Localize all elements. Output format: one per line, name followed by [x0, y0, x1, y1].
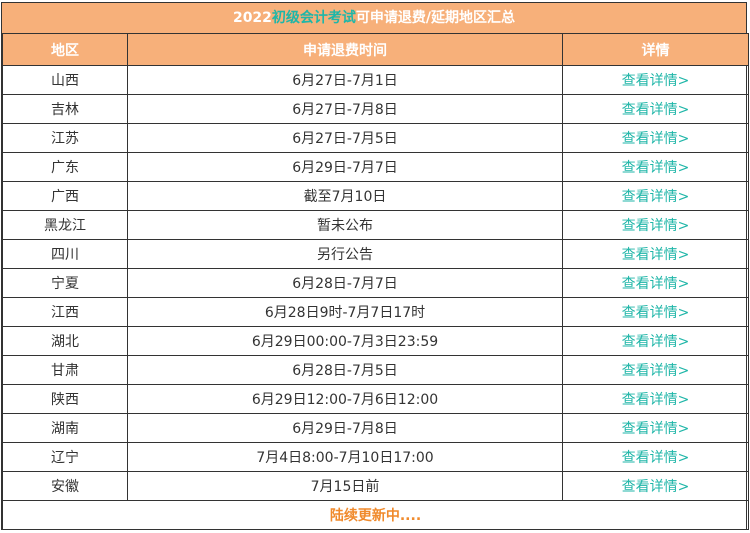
table-row: 湖北 6月29日00:00-7月3日23:59 查看详情>	[2, 326, 749, 356]
region-cell: 山西	[2, 65, 128, 95]
region-cell: 宁夏	[2, 268, 128, 298]
refund-time-cell: 截至7月10日	[127, 181, 563, 211]
view-details-link[interactable]: 查看详情>	[562, 442, 749, 472]
region-cell: 湖南	[2, 413, 128, 443]
view-details-link[interactable]: 查看详情>	[562, 94, 749, 124]
title-year: 2022	[232, 10, 272, 26]
view-details-link[interactable]: 查看详情>	[562, 210, 749, 240]
region-cell: 广西	[2, 181, 128, 211]
view-details-link[interactable]: 查看详情>	[562, 413, 749, 443]
table-row: 四川 另行公告 查看详情>	[2, 239, 749, 269]
table-title: 2022初级会计考试可申请退费/延期地区汇总	[2, 3, 746, 33]
view-details-link[interactable]: 查看详情>	[562, 326, 749, 356]
view-details-link[interactable]: 查看详情>	[562, 239, 749, 269]
view-details-link[interactable]: 查看详情>	[562, 471, 749, 501]
region-cell: 四川	[2, 239, 128, 269]
view-details-link[interactable]: 查看详情>	[562, 355, 749, 385]
refund-time-cell: 另行公告	[127, 239, 563, 269]
refund-time-cell: 6月27日-7月1日	[127, 65, 563, 95]
refund-time-cell: 6月29日00:00-7月3日23:59	[127, 326, 563, 356]
column-header-detail: 详情	[562, 33, 749, 66]
table-row: 湖南 6月29日-7月8日 查看详情>	[2, 413, 749, 443]
region-cell: 广东	[2, 152, 128, 182]
refund-time-cell: 7月4日8:00-7月10日17:00	[127, 442, 563, 472]
table-row: 辽宁 7月4日8:00-7月10日17:00 查看详情>	[2, 442, 749, 472]
table-row: 吉林 6月27日-7月8日 查看详情>	[2, 94, 749, 124]
data-table: 地区 申请退费时间 详情 山西 6月27日-7月1日 查看详情> 吉林 6月27日-7月…	[2, 33, 749, 530]
region-cell: 辽宁	[2, 442, 128, 472]
region-cell: 江苏	[2, 123, 128, 153]
view-details-link[interactable]: 查看详情>	[562, 181, 749, 211]
column-header-region: 地区	[2, 33, 128, 66]
table-row: 广东 6月29日-7月7日 查看详情>	[2, 152, 749, 182]
table-row: 宁夏 6月28日-7月7日 查看详情>	[2, 268, 749, 298]
refund-time-cell: 6月29日-7月8日	[127, 413, 563, 443]
table-row: 陕西 6月29日12:00-7月6日12:00 查看详情>	[2, 384, 749, 414]
table-row: 山西 6月27日-7月1日 查看详情>	[2, 65, 749, 95]
refund-time-cell: 6月28日-7月5日	[127, 355, 563, 385]
view-details-link[interactable]: 查看详情>	[562, 65, 749, 95]
table-row: 甘肃 6月28日-7月5日 查看详情>	[2, 355, 749, 385]
column-header-time: 申请退费时间	[127, 33, 563, 66]
refund-time-cell: 6月27日-7月5日	[127, 123, 563, 153]
refund-time-cell: 6月29日-7月7日	[127, 152, 563, 182]
region-cell: 甘肃	[2, 355, 128, 385]
refund-time-cell: 6月27日-7月8日	[127, 94, 563, 124]
region-cell: 吉林	[2, 94, 128, 124]
title-exam: 初级会计考试	[271, 10, 356, 26]
view-details-link[interactable]: 查看详情>	[562, 123, 749, 153]
update-notice: 陆续更新中....	[2, 500, 749, 530]
title-suffix: /延期地区汇总	[425, 10, 516, 26]
table-row: 安徽 7月15日前 查看详情>	[2, 471, 749, 501]
region-cell: 安徽	[2, 471, 128, 501]
region-cell: 陕西	[2, 384, 128, 414]
refund-time-cell: 6月29日12:00-7月6日12:00	[127, 384, 563, 414]
table-row: 广西 截至7月10日 查看详情>	[2, 181, 749, 211]
view-details-link[interactable]: 查看详情>	[562, 297, 749, 327]
refund-time-cell: 7月15日前	[127, 471, 563, 501]
header-row: 地区 申请退费时间 详情	[2, 33, 749, 66]
region-cell: 江西	[2, 297, 128, 327]
view-details-link[interactable]: 查看详情>	[562, 268, 749, 298]
table-row: 黑龙江 暂未公布 查看详情>	[2, 210, 749, 240]
table-row: 江西 6月28日9时-7月7日17时 查看详情>	[2, 297, 749, 327]
title-refund: 可申请退费	[355, 10, 426, 26]
region-cell: 黑龙江	[2, 210, 128, 240]
region-cell: 湖北	[2, 326, 128, 356]
view-details-link[interactable]: 查看详情>	[562, 384, 749, 414]
footer-row: 陆续更新中....	[2, 500, 749, 530]
view-details-link[interactable]: 查看详情>	[562, 152, 749, 182]
refund-time-cell: 6月28日-7月7日	[127, 268, 563, 298]
table-row: 江苏 6月27日-7月5日 查看详情>	[2, 123, 749, 153]
refund-time-cell: 暂未公布	[127, 210, 563, 240]
refund-time-cell: 6月28日9时-7月7日17时	[127, 297, 563, 327]
